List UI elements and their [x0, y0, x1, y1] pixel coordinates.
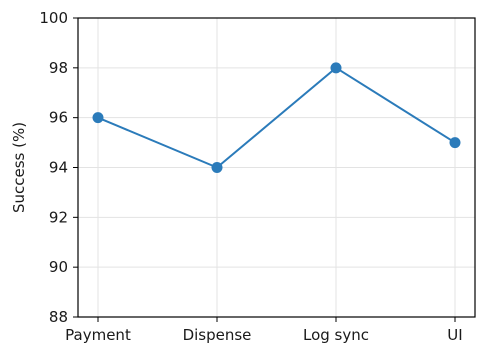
- y-tick-label: 98: [49, 59, 68, 77]
- plot-frame: [77, 17, 476, 318]
- x-tick-label: Payment: [65, 326, 131, 343]
- x-tick-label: Dispense: [183, 326, 252, 343]
- y-tick-label: 92: [49, 208, 68, 226]
- y-axis-label: Success (%): [10, 122, 28, 213]
- x-tick-label: Log sync: [303, 326, 369, 343]
- y-tick-label: 88: [49, 308, 68, 326]
- labels-layer: 88 90 92 94 96 98 100 Payment Dispense Log sync UI…: [10, 9, 463, 343]
- data-point: [330, 62, 342, 74]
- y-tick-label: 90: [49, 258, 68, 276]
- axes-layer: [73, 17, 476, 322]
- data-point: [211, 162, 223, 173]
- x-tick-label: UI: [447, 326, 462, 343]
- y-tick-label: 100: [39, 9, 68, 27]
- data-point: [92, 112, 104, 124]
- y-tick-label: 96: [49, 109, 68, 127]
- series-line: [97, 66, 456, 169]
- series-layer: [92, 62, 461, 173]
- data-point: [449, 137, 461, 149]
- y-tick-label: 94: [49, 159, 68, 177]
- grid-layer: [78, 17, 475, 318]
